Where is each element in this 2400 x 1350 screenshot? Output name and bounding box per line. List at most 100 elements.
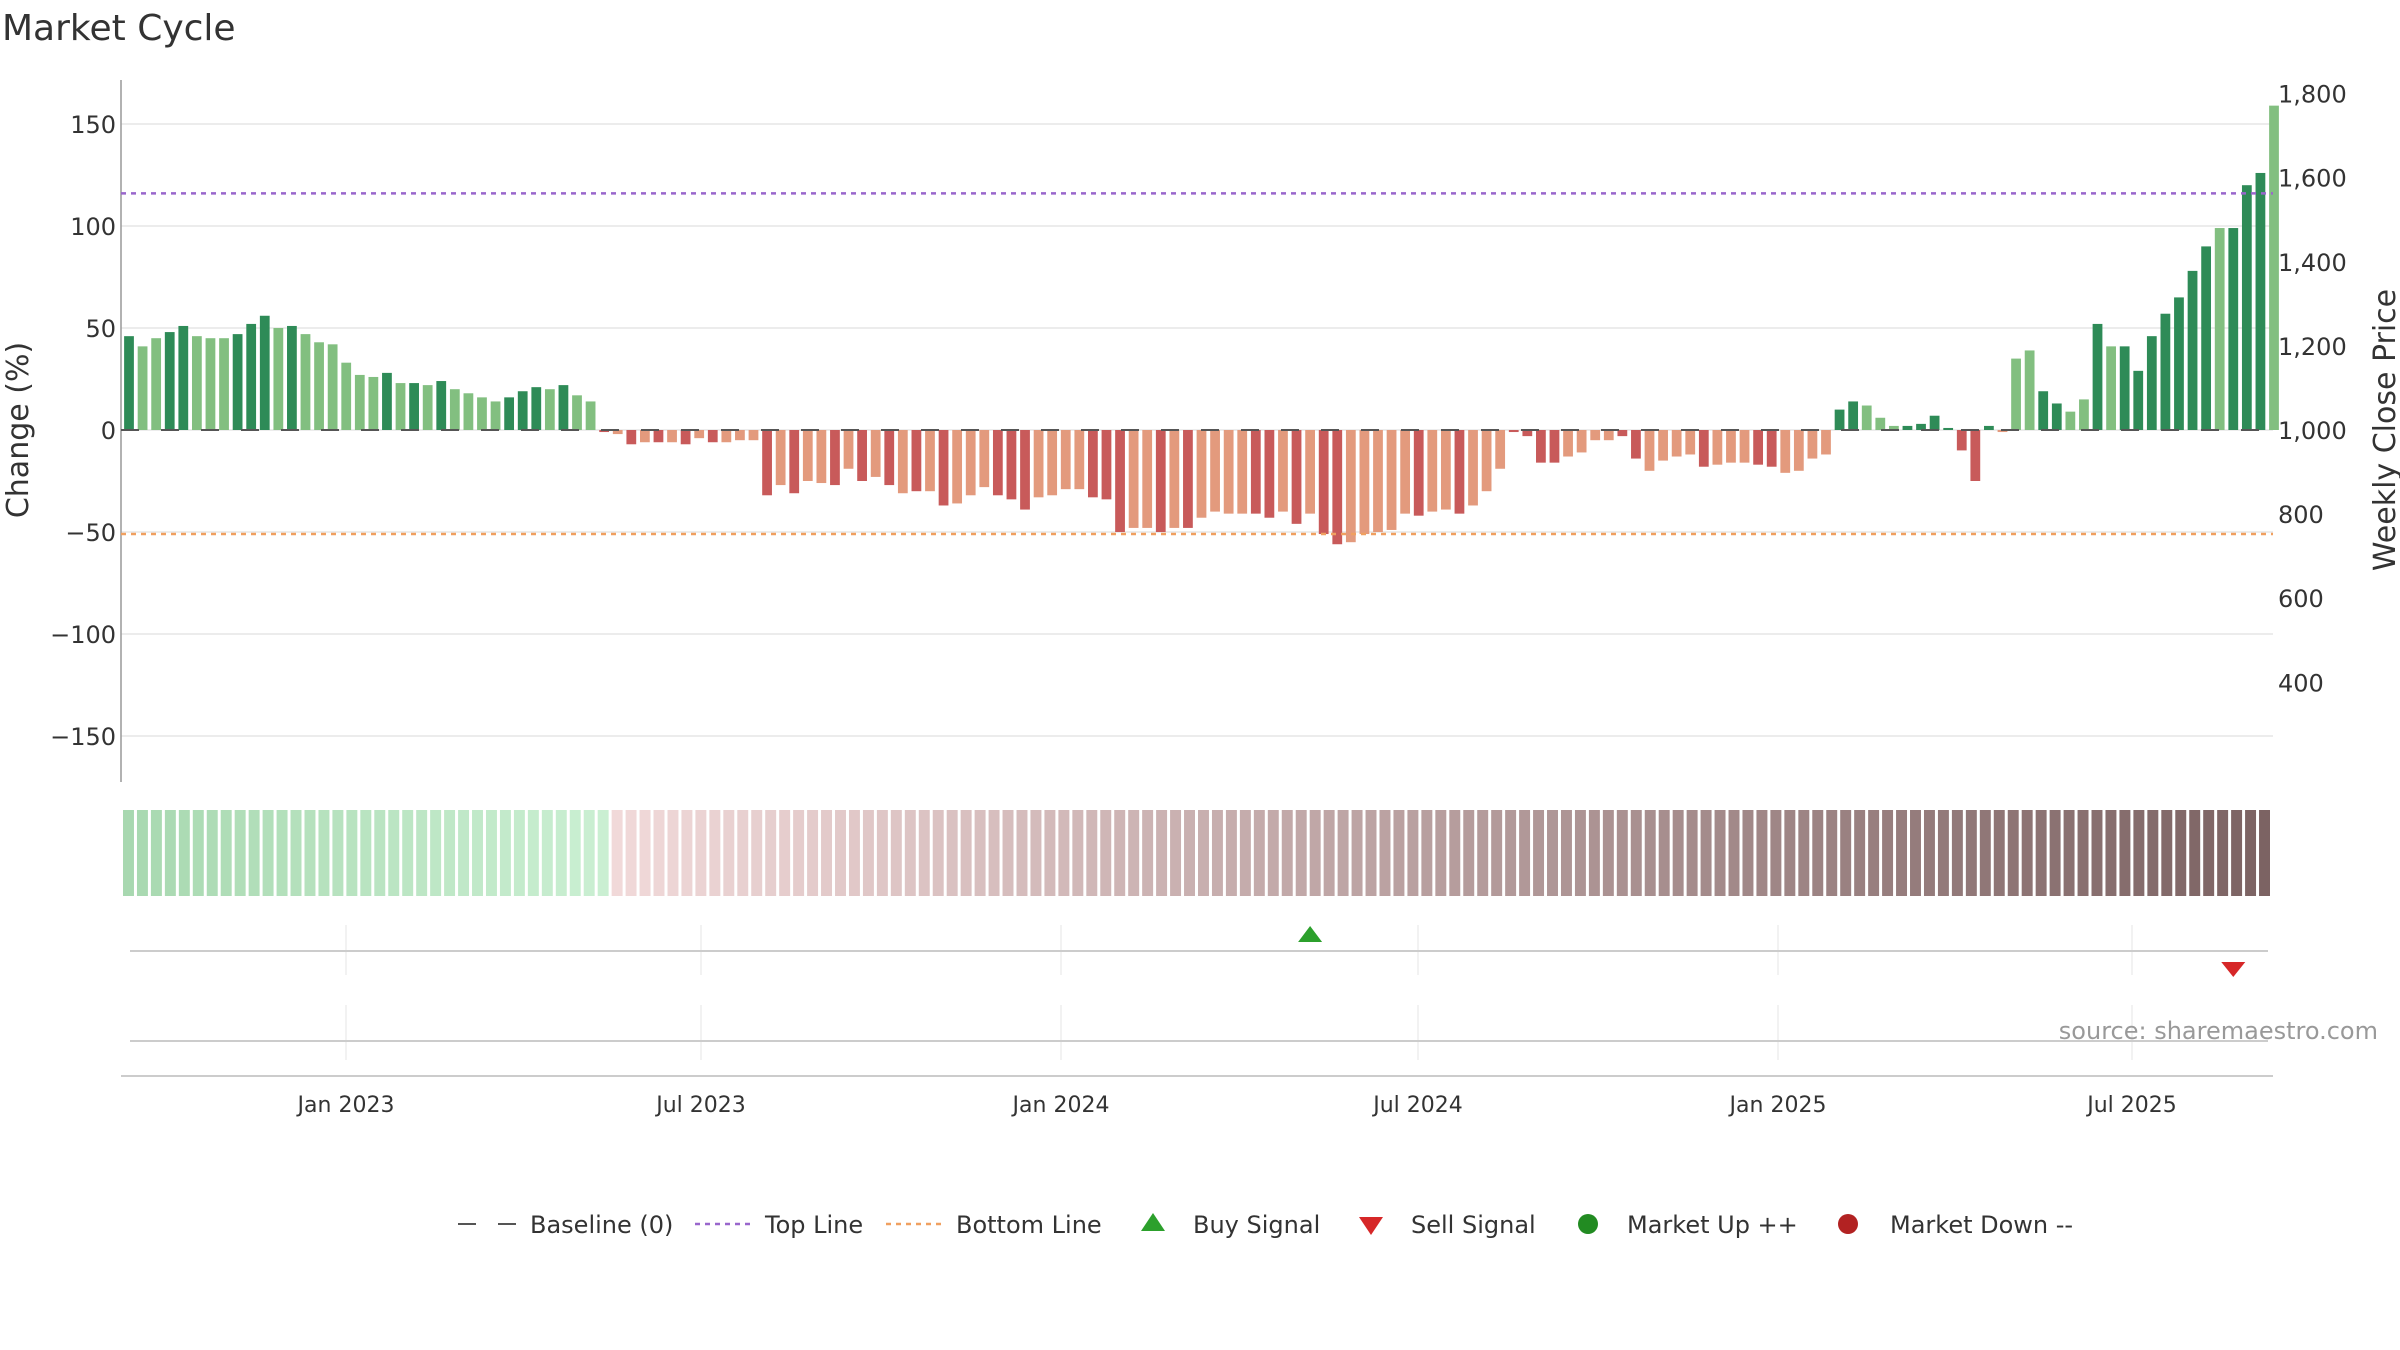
bar <box>843 430 854 469</box>
bar <box>517 391 528 430</box>
bar <box>1875 417 1886 430</box>
strip-cell <box>835 810 846 896</box>
bar <box>463 393 474 430</box>
bar <box>409 383 419 430</box>
strip-cell <box>1826 810 1838 896</box>
bar <box>1712 430 1723 465</box>
strip-cell <box>960 810 972 896</box>
bar <box>1454 430 1465 514</box>
strip-cell <box>178 810 190 896</box>
bar <box>395 383 406 430</box>
strip-cell <box>1812 810 1824 896</box>
strip-cell <box>1742 810 1754 896</box>
bar <box>2255 172 2266 430</box>
strip-cell <box>765 810 777 896</box>
bar-series <box>124 105 2279 545</box>
bar <box>1997 430 2008 433</box>
strip-cell <box>1923 810 1935 896</box>
bar <box>1888 425 1899 430</box>
bar <box>1549 430 1560 463</box>
strip-cell <box>430 810 442 896</box>
strip-cell <box>807 810 819 896</box>
bar <box>2269 105 2279 430</box>
strip-cell <box>1142 810 1154 896</box>
strip-cell <box>1351 810 1363 896</box>
bar <box>653 430 664 443</box>
bar <box>2133 370 2144 430</box>
bar <box>775 430 786 486</box>
strip-cell <box>248 810 260 896</box>
strip-cell <box>123 810 134 896</box>
y-tick-label: −100 <box>50 621 116 649</box>
strip-cell <box>1211 810 1223 896</box>
bar <box>259 315 270 430</box>
buy-signal-marker <box>1298 926 1323 942</box>
strip-cell <box>1225 810 1237 896</box>
bar <box>1386 430 1397 530</box>
strip-cell <box>527 810 539 896</box>
strip-cell <box>1574 810 1586 896</box>
strip-cell <box>1100 810 1112 896</box>
bar <box>1984 425 1994 430</box>
strip-cell <box>262 810 274 896</box>
strip-cell <box>1393 810 1405 896</box>
bar <box>1821 430 1831 455</box>
bar <box>2038 391 2049 430</box>
bar <box>531 387 542 430</box>
strip-cell <box>1965 810 1977 896</box>
bar <box>1956 430 1967 451</box>
x-tick-label: Jan 2023 <box>296 1093 395 1118</box>
bar <box>2051 403 2062 430</box>
bar <box>477 397 487 430</box>
strip-cell <box>1407 810 1419 896</box>
bar <box>1970 430 1981 481</box>
x-axis: Jan 2023 Jul 2023 Jan 2024 Jul 2024 Jan 2025… <box>296 1093 2177 1118</box>
bar <box>965 430 976 496</box>
y2-tick-label: 400 <box>2278 669 2324 697</box>
strip-cell <box>1198 810 1209 896</box>
strip-cell <box>416 810 428 896</box>
bar <box>789 430 800 494</box>
strip-cell <box>862 810 874 896</box>
bar <box>436 381 447 430</box>
bar <box>816 430 827 484</box>
strip-cell <box>2063 810 2075 896</box>
bar <box>707 430 718 443</box>
strip-cell <box>1560 810 1572 896</box>
bar <box>1060 430 1071 490</box>
bar <box>1522 430 1533 437</box>
bar <box>1590 430 1601 441</box>
bar <box>1644 430 1655 471</box>
bar <box>870 430 881 477</box>
bar <box>1006 430 1017 500</box>
legend-baseline: Baseline (0) <box>458 1211 673 1239</box>
strip-cell <box>988 810 1000 896</box>
bar <box>124 336 134 430</box>
strip-cell <box>1463 810 1475 896</box>
strip-cell <box>2007 810 2019 896</box>
strip-cell <box>1086 810 1098 896</box>
bar <box>694 430 705 439</box>
y2-axis-title: Weekly Close Price <box>2368 289 2400 571</box>
strip-cell <box>2203 810 2215 896</box>
strip-cell <box>793 810 805 896</box>
strip-cell <box>2161 810 2173 896</box>
strip-cell <box>946 810 958 896</box>
bar <box>287 325 297 430</box>
strip-cell <box>723 810 735 896</box>
bar <box>2228 228 2239 430</box>
strip-cell <box>485 810 497 896</box>
strip-cell <box>136 810 148 896</box>
bar <box>1440 430 1451 510</box>
strip-cell <box>1644 810 1656 896</box>
strip-cell <box>1533 810 1545 896</box>
bar <box>1495 430 1506 469</box>
bar <box>354 374 365 430</box>
strip-cell <box>597 810 609 896</box>
strip-cell <box>1016 810 1028 896</box>
bar <box>1753 430 1764 465</box>
strip-cell <box>1770 810 1782 896</box>
bar <box>952 430 963 504</box>
strip-cell <box>695 810 707 896</box>
